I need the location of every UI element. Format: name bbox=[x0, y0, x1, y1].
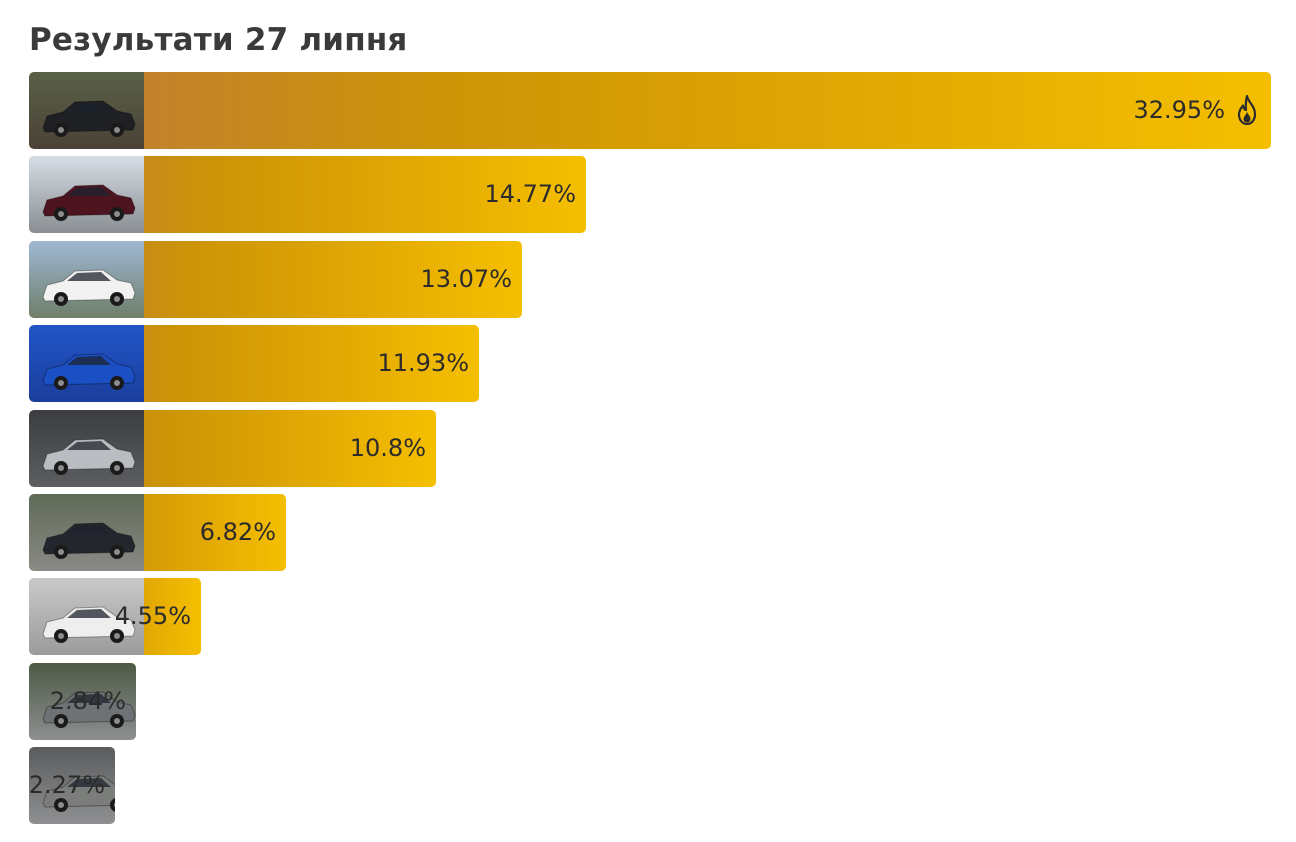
result-bar: 32.95% bbox=[29, 72, 1271, 149]
bar-value-label: 6.82% bbox=[199, 518, 276, 546]
result-row: 4.55% bbox=[29, 578, 1271, 655]
bar-value-label: 13.07% bbox=[420, 265, 512, 293]
car-photo-black-sedan-front-icon bbox=[29, 494, 144, 571]
result-row: 13.07% bbox=[29, 241, 1271, 318]
result-bar: 10.8% bbox=[29, 410, 436, 487]
bar-value-label: 10.8% bbox=[349, 434, 426, 462]
car-photo-grey-compact-parking-icon bbox=[29, 747, 115, 824]
car-photo-dark-sedan-on-dirt-icon bbox=[29, 72, 144, 149]
result-bar: 11.93% bbox=[29, 325, 479, 402]
car-photo-silver-minivan-garage-icon bbox=[29, 410, 144, 487]
car-photo-blue-hatchback-front-icon bbox=[29, 325, 144, 402]
car-photo-white-sedan-by-lake-icon bbox=[29, 241, 144, 318]
bar-value-label: 14.77% bbox=[484, 180, 576, 208]
result-row: 2.84% bbox=[29, 663, 1271, 740]
fire-icon bbox=[1235, 94, 1259, 126]
result-bar: 6.82% bbox=[29, 494, 286, 571]
result-row: 11.93% bbox=[29, 325, 1271, 402]
car-photo-burgundy-sedan-icon bbox=[29, 156, 144, 233]
result-bar: 2.84% bbox=[29, 663, 136, 740]
bar-value-label: 32.95% bbox=[1133, 96, 1225, 124]
bar-value-label: 11.93% bbox=[377, 349, 469, 377]
result-row: 14.77% bbox=[29, 156, 1271, 233]
result-row: 10.8% bbox=[29, 410, 1271, 487]
bar-value-label: 2.27% bbox=[29, 771, 105, 799]
result-bar: 4.55% bbox=[29, 578, 201, 655]
car-photo-grey-sedan-yard-icon bbox=[29, 663, 136, 740]
result-row: 32.95% bbox=[29, 72, 1271, 149]
car-photo-white-suv-front-icon bbox=[29, 578, 144, 655]
result-row: 6.82% bbox=[29, 494, 1271, 571]
page-title: Результати 27 липня bbox=[29, 22, 408, 58]
result-row: 2.27% bbox=[29, 747, 1271, 824]
bar-value-label: 2.84% bbox=[49, 687, 126, 715]
result-bar: 2.27% bbox=[29, 747, 115, 824]
bar-value-label: 4.55% bbox=[114, 602, 191, 630]
result-bar: 14.77% bbox=[29, 156, 586, 233]
result-bar: 13.07% bbox=[29, 241, 522, 318]
